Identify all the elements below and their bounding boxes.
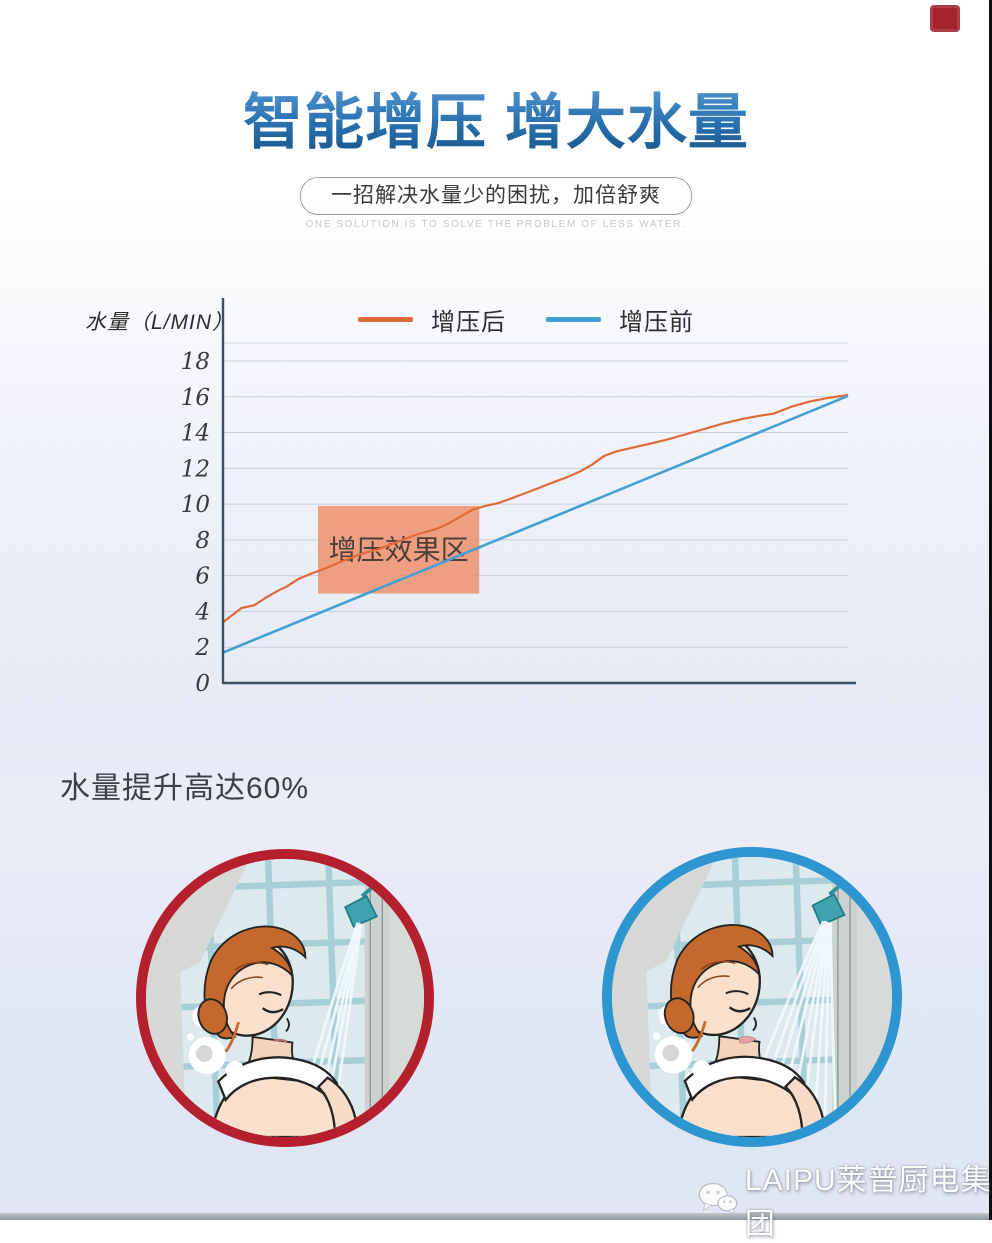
legend-item-before: 增压前 — [546, 302, 694, 337]
tagline-english: ONE SOLUTION IS TO SOLVE THE PROBLEM OF … — [305, 219, 687, 230]
svg-text:14: 14 — [181, 421, 210, 447]
right-edge-line — [989, 0, 992, 1220]
svg-text:16: 16 — [181, 385, 210, 411]
before-line-swatch — [546, 317, 601, 322]
svg-text:18: 18 — [181, 349, 210, 375]
svg-text:6: 6 — [195, 564, 210, 590]
brand-name: LAIPU莱普厨电集团 — [744, 1164, 992, 1241]
wechat-icon — [698, 1182, 738, 1216]
tagline-wrap: 一招解决水量少的困扰，加倍舒爽 — [0, 177, 992, 215]
svg-text:8: 8 — [195, 528, 210, 554]
chart-y-axis-title: 水量（L/MIN） — [85, 311, 235, 334]
legend-label-after: 增压后 — [431, 309, 506, 336]
bottom-gray-bar — [0, 1213, 992, 1220]
legend-item-after: 增压后 — [358, 302, 506, 337]
svg-text:10: 10 — [181, 492, 210, 518]
shower-illustration-right — [612, 857, 892, 1137]
svg-text:4: 4 — [194, 599, 210, 625]
svg-text:12: 12 — [181, 456, 210, 482]
svg-text:0: 0 — [195, 671, 210, 695]
benefit-headline: 水量提升高达60% — [60, 772, 310, 805]
after-line-swatch — [358, 317, 413, 322]
chart-legend: 增压后 增压前 — [358, 302, 694, 337]
tagline-pill: 一招解决水量少的困扰，加倍舒爽 — [300, 177, 692, 215]
legend-label-before: 增压前 — [619, 309, 694, 336]
shower-circle-right — [602, 847, 902, 1147]
svg-text:2: 2 — [194, 635, 210, 661]
corner-red-badge-icon — [930, 5, 960, 32]
page-title: 智能增压 增大水量 — [0, 74, 992, 161]
shower-illustration-left — [146, 859, 424, 1137]
shower-circle-left — [136, 849, 434, 1147]
brand-watermark: LAIPU莱普厨电集团 — [698, 1155, 992, 1243]
